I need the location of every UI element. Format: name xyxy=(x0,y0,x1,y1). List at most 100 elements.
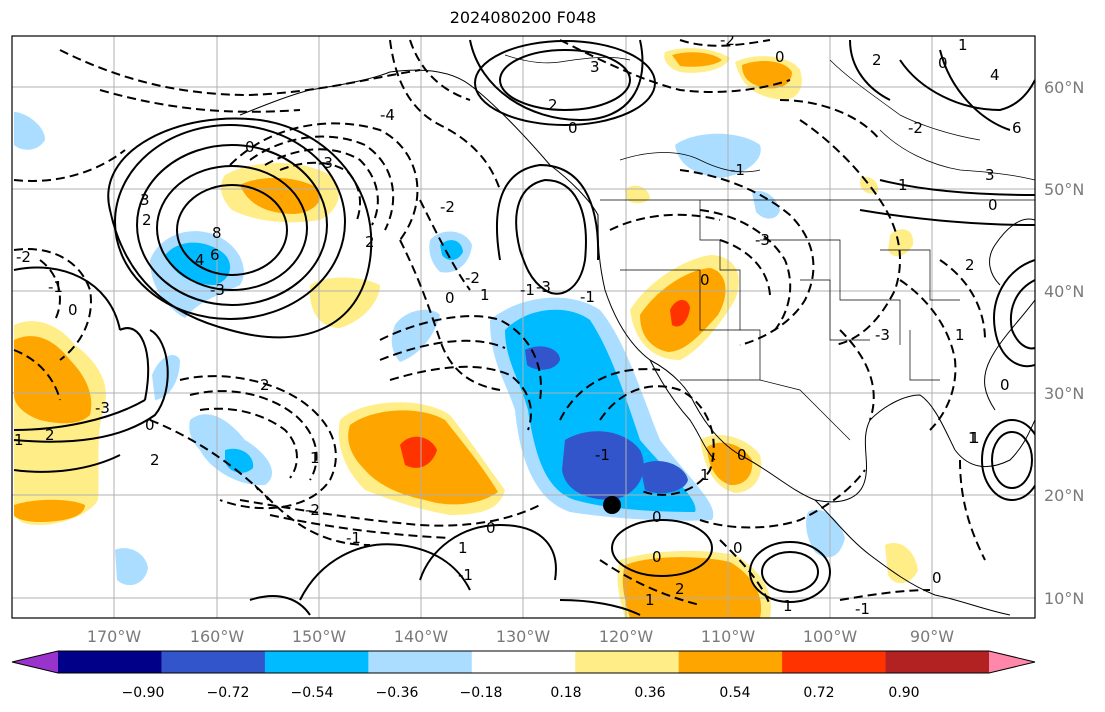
contour-label: 0 xyxy=(775,48,785,66)
contour-label: -4 xyxy=(380,106,395,124)
contour-label: -2 xyxy=(465,269,480,287)
contour-label: -1 xyxy=(855,600,870,618)
contour-label: -3 xyxy=(95,399,110,417)
colorbar-segment xyxy=(575,651,680,673)
contour-label: 0 xyxy=(652,508,662,526)
colorbar-extend-min xyxy=(12,651,58,673)
colorbar-segment xyxy=(471,651,576,673)
contour-label: 2 xyxy=(45,426,55,444)
lat-label: 30°N xyxy=(1044,384,1084,403)
longitude-labels: 170°W 160°W 150°W 140°W 130°W 120°W 110°… xyxy=(87,627,954,646)
contour-label: -3 xyxy=(875,326,890,344)
positive-anomaly-region xyxy=(888,229,914,257)
positive-anomaly-region xyxy=(14,336,92,424)
contour-label: 0 xyxy=(932,569,942,587)
contour-label: -2 xyxy=(440,198,455,216)
contour-label: 0 xyxy=(486,519,496,537)
colorbar-outline xyxy=(11,650,1036,674)
contour-label: 0 xyxy=(1000,376,1010,394)
lon-label: 150°W xyxy=(292,627,347,646)
negative-anomaly-region xyxy=(675,133,761,178)
negative-anomaly-region xyxy=(152,355,180,400)
contour-label: 2 xyxy=(142,211,152,229)
contour-label: 2 xyxy=(150,451,160,469)
lon-label: 120°W xyxy=(599,627,654,646)
map-frame xyxy=(11,35,1036,619)
contour-label: -1 xyxy=(48,278,63,296)
contour-label: -1 xyxy=(520,281,535,299)
contour-label: 4 xyxy=(195,251,205,269)
contour-label: 1 xyxy=(700,466,710,484)
contour-label: 1 xyxy=(480,286,490,304)
colorbar-extend-max xyxy=(989,651,1035,673)
lat-label: 40°N xyxy=(1044,282,1084,301)
contour-label: 1 xyxy=(968,429,978,447)
shading-layer xyxy=(14,48,918,618)
colorbar-tick: 0.90 xyxy=(888,685,919,701)
contour-label: -1 xyxy=(346,529,361,547)
contour-label: 0 xyxy=(68,301,78,319)
contour-label: -2 xyxy=(720,31,735,49)
lon-label: 110°W xyxy=(701,627,756,646)
colorbar-tick: −0.54 xyxy=(291,685,334,701)
lat-label: 10°N xyxy=(1044,589,1084,608)
contour-label: 1 xyxy=(955,326,965,344)
contour-label: 6 xyxy=(210,246,220,264)
negative-anomaly-region xyxy=(391,309,440,362)
positive-anomaly-region xyxy=(885,542,918,584)
lat-label: 20°N xyxy=(1044,486,1084,505)
contour-label: -2 xyxy=(305,501,320,519)
colorbar-tick: 0.18 xyxy=(550,685,581,701)
contour-label: 0 xyxy=(652,548,662,566)
contour-label: 3 xyxy=(985,166,995,184)
contour-label: 2 xyxy=(675,580,685,598)
positive-anomaly-region xyxy=(672,52,722,67)
positive-anomaly-region xyxy=(622,557,762,618)
colorbar-tick: −0.18 xyxy=(460,685,503,701)
positive-anomaly-region xyxy=(707,442,753,486)
contour-label: 0 xyxy=(700,271,710,289)
contour-label: 0 xyxy=(245,138,255,156)
contour-label: 1 xyxy=(783,597,793,615)
contour-label: 1 xyxy=(958,36,968,54)
contour-label: 2 xyxy=(365,233,375,251)
negative-anomaly-region xyxy=(752,190,780,219)
colorbar-segment xyxy=(264,651,369,673)
contour-label: -2 xyxy=(16,248,31,266)
lon-label: 170°W xyxy=(87,627,142,646)
contour-label: -3 xyxy=(536,278,551,296)
contour-label: -3 xyxy=(210,281,225,299)
contour-label: 3 xyxy=(140,191,150,209)
contour-label: 0 xyxy=(568,119,578,137)
colorbar-segment xyxy=(58,651,162,673)
contour-label: 1 xyxy=(645,591,655,609)
lon-label: 160°W xyxy=(190,627,245,646)
lat-label: 50°N xyxy=(1044,180,1084,199)
contour-label: 2 xyxy=(548,96,558,114)
contour-label: 1 xyxy=(970,429,980,447)
contour-label: 4 xyxy=(990,66,1000,84)
negative-anomaly-region xyxy=(440,240,463,260)
lon-label: 140°W xyxy=(394,627,449,646)
contour-label: 0 xyxy=(145,416,155,434)
contour-label: -1 xyxy=(580,288,595,306)
positive-anomaly-region xyxy=(400,436,437,468)
positive-anomaly-region xyxy=(670,299,690,327)
lon-label: 130°W xyxy=(496,627,551,646)
contour-label: 0 xyxy=(445,289,455,307)
contour-label: -2 xyxy=(908,119,923,137)
contour-label: 6 xyxy=(1012,119,1022,137)
contour-label: 0 xyxy=(988,196,998,214)
colorbar-segment xyxy=(161,651,266,673)
contour-labels: 2 2 0 3 0 -2 -4 0 -3 3 8 6 4 -3 2 2 -2 -… xyxy=(14,31,1022,618)
contour-label: 0 xyxy=(938,54,948,72)
negative-anomaly-region xyxy=(640,460,688,494)
map-panel: 2 2 0 3 0 -2 -4 0 -3 3 8 6 4 -3 2 2 -2 -… xyxy=(12,31,1035,618)
negative-anomaly-region xyxy=(225,448,254,473)
contour-label: -1 xyxy=(595,446,610,464)
contour-label: -3 xyxy=(755,231,770,249)
lat-label: 60°N xyxy=(1044,78,1084,97)
positive-anomaly-region xyxy=(742,60,792,89)
contour-label: 1 xyxy=(898,176,908,194)
